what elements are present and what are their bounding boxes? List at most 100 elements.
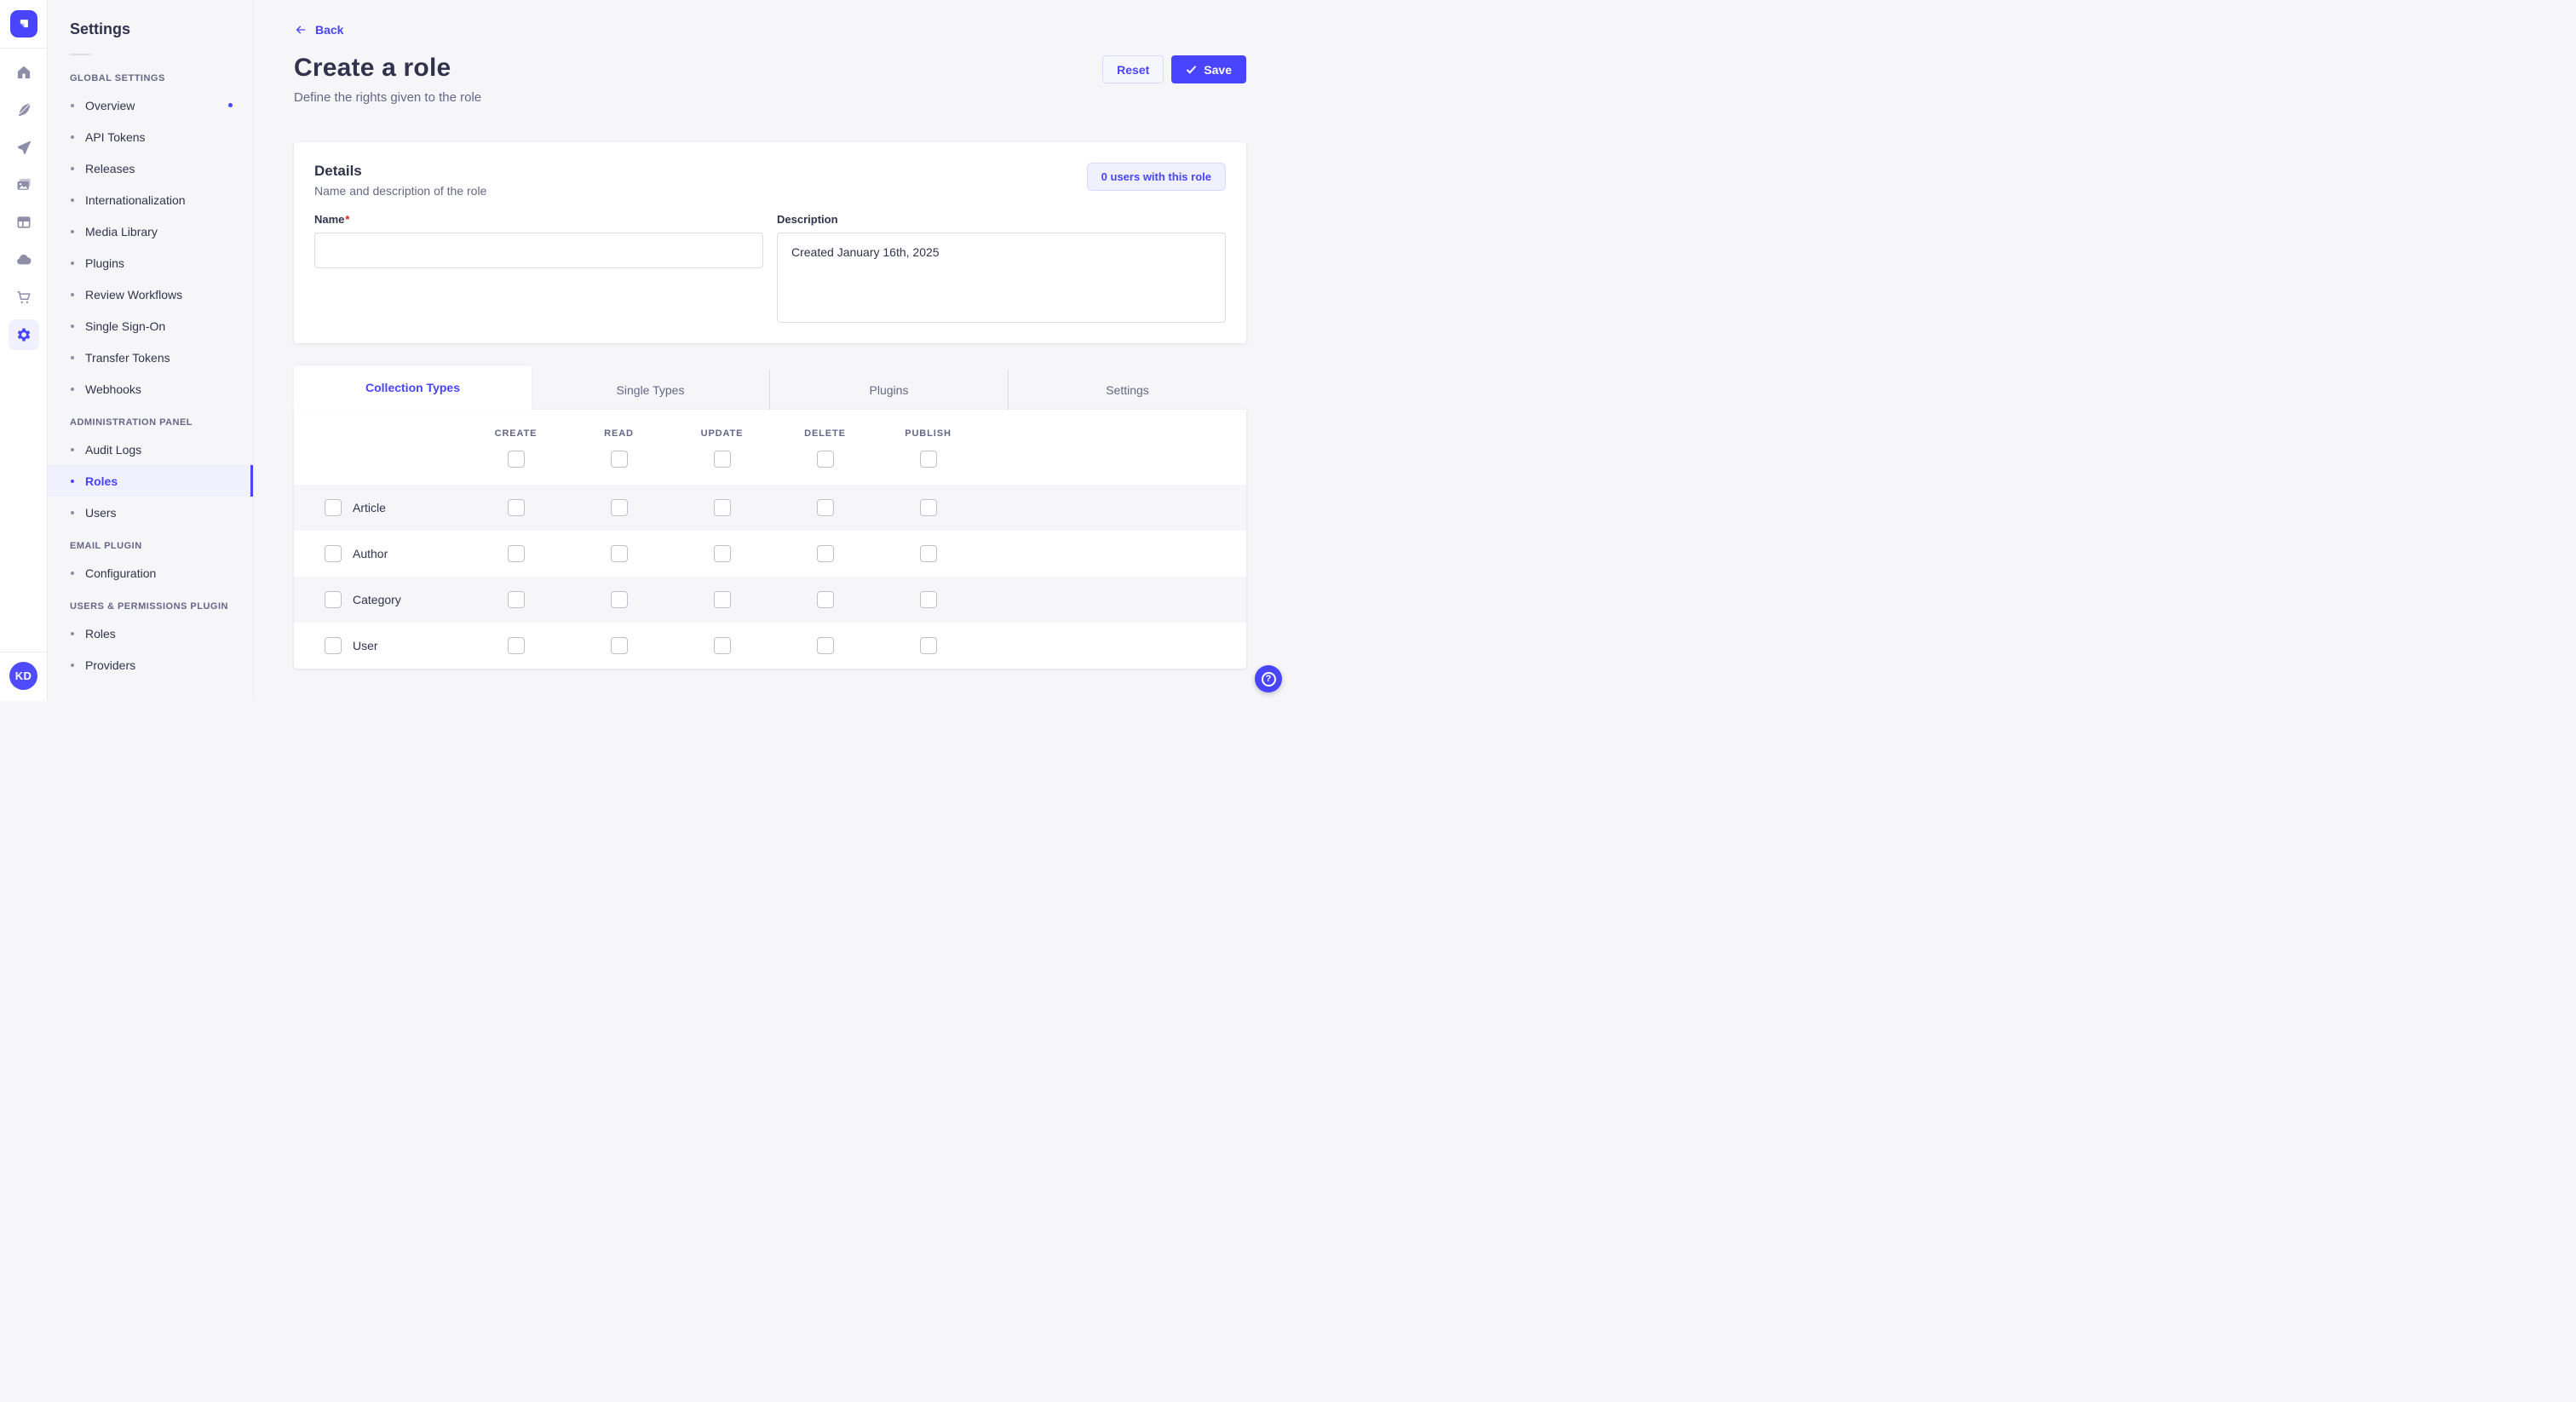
name-label: Name*: [314, 213, 350, 226]
section-label-global-settings: GLOBAL SETTINGS: [70, 73, 165, 83]
page-title: Create a role: [294, 54, 451, 82]
tab-collection-types[interactable]: Collection Types: [294, 365, 532, 410]
feather-content-icon[interactable]: [9, 95, 39, 125]
reset-button[interactable]: Reset: [1102, 55, 1164, 83]
check-icon: [1187, 66, 1197, 74]
strapi-logo[interactable]: [9, 10, 37, 37]
paper-plane-icon[interactable]: [9, 132, 39, 163]
article-create-checkbox[interactable]: [507, 499, 525, 516]
sidebar-item-label: Transfer Tokens: [85, 350, 170, 365]
back-link[interactable]: Back: [294, 23, 343, 37]
avatar[interactable]: KD: [9, 662, 37, 690]
author-publish-checkbox[interactable]: [919, 545, 937, 562]
bullet-icon: [71, 166, 74, 170]
sidebar-item-transfer-tokens[interactable]: Transfer Tokens: [48, 342, 253, 373]
back-arrow-icon: [296, 26, 306, 34]
row-select-checkbox[interactable]: [325, 637, 342, 654]
strapi-logo-icon: [20, 20, 28, 28]
author-create-checkbox[interactable]: [507, 545, 525, 562]
user-delete-checkbox[interactable]: [816, 637, 834, 654]
table-row-article: Article: [294, 485, 1246, 531]
sidebar-item-audit-logs[interactable]: Audit Logs: [48, 434, 253, 465]
sidebar-item-roles[interactable]: Roles: [48, 465, 253, 497]
row-select-checkbox[interactable]: [325, 591, 342, 608]
tab-plugins[interactable]: Plugins: [769, 370, 1008, 410]
sidebar-item-media-library[interactable]: Media Library: [48, 215, 253, 247]
category-create-checkbox[interactable]: [507, 591, 525, 608]
sidebar-item-configuration[interactable]: Configuration: [48, 557, 253, 589]
name-input[interactable]: [314, 233, 763, 268]
users-with-role-badge[interactable]: 0 users with this role: [1086, 163, 1226, 191]
row-name-cell: User: [294, 637, 464, 654]
sidebar-item-api-tokens[interactable]: API Tokens: [48, 121, 253, 152]
sidebar-item-review-workflows[interactable]: Review Workflows: [48, 279, 253, 310]
settings-gear-icon[interactable]: [8, 319, 39, 350]
row-select-checkbox[interactable]: [325, 499, 342, 516]
sidebar-item-providers[interactable]: Providers: [48, 649, 253, 681]
sidebar-item-label: Roles: [85, 626, 116, 641]
article-delete-checkbox[interactable]: [816, 499, 834, 516]
article-read-checkbox[interactable]: [610, 499, 628, 516]
user-update-checkbox[interactable]: [713, 637, 731, 654]
details-fields: Name* Description Created January 16th, …: [314, 212, 1226, 323]
permissions-table-header: CREATE READ UPDATE DELETE PUBLISH: [294, 410, 1246, 485]
page-header-titles: Create a role Define the rights given to…: [294, 54, 481, 105]
sidebar-item-releases[interactable]: Releases: [48, 152, 253, 184]
article-publish-checkbox[interactable]: [919, 499, 937, 516]
sidebar-item-label: Overview: [85, 98, 135, 112]
header-actions: Reset Save: [1102, 54, 1246, 83]
help-icon: ?: [1261, 671, 1276, 687]
table-row-user: User: [294, 623, 1246, 669]
sidebar-item-users[interactable]: Users: [48, 497, 253, 528]
cart-icon[interactable]: [9, 282, 39, 313]
back-label: Back: [315, 23, 344, 37]
row-select-checkbox[interactable]: [325, 545, 342, 562]
select-all-read-checkbox[interactable]: [610, 451, 628, 468]
details-subtitle: Name and description of the role: [314, 184, 487, 198]
article-update-checkbox[interactable]: [713, 499, 731, 516]
sidebar-divider: [70, 54, 90, 55]
media-library-icon[interactable]: [9, 170, 39, 200]
sidebar-item-single-sign-on[interactable]: Single Sign-On: [48, 310, 253, 342]
select-all-update-checkbox[interactable]: [713, 451, 731, 468]
tab-single-types[interactable]: Single Types: [616, 382, 685, 397]
category-delete-checkbox[interactable]: [816, 591, 834, 608]
category-publish-checkbox[interactable]: [919, 591, 937, 608]
row-label: Author: [353, 547, 388, 560]
select-all-create-checkbox[interactable]: [507, 451, 525, 468]
name-field-group: Name*: [314, 212, 763, 323]
save-button[interactable]: Save: [1171, 55, 1246, 83]
category-read-checkbox[interactable]: [610, 591, 628, 608]
details-titles: Details Name and description of the role: [314, 163, 486, 198]
category-update-checkbox[interactable]: [713, 591, 731, 608]
sidebar-item-internationalization[interactable]: Internationalization: [48, 184, 253, 215]
author-read-checkbox[interactable]: [610, 545, 628, 562]
select-all-publish-checkbox[interactable]: [919, 451, 937, 468]
author-delete-checkbox[interactable]: [816, 545, 834, 562]
save-label: Save: [1204, 62, 1232, 77]
sidebar-item-overview[interactable]: Overview: [48, 89, 253, 121]
user-create-checkbox[interactable]: [507, 637, 525, 654]
sidebar-item-webhooks[interactable]: Webhooks: [48, 373, 253, 405]
description-textarea[interactable]: Created January 16th, 2025: [777, 233, 1226, 323]
user-publish-checkbox[interactable]: [919, 637, 937, 654]
bullet-icon: [71, 479, 74, 483]
rail-icon-list: [8, 49, 39, 652]
tab-settings[interactable]: Settings: [1008, 370, 1246, 410]
help-button[interactable]: ?: [1255, 665, 1282, 692]
sidebar-item-label: Roles: [85, 474, 118, 488]
table-row-category: Category: [294, 577, 1246, 623]
cloud-icon[interactable]: [9, 244, 39, 275]
sidebar-item-up-roles[interactable]: Roles: [48, 618, 253, 649]
author-update-checkbox[interactable]: [713, 545, 731, 562]
sidebar-item-plugins[interactable]: Plugins: [48, 247, 253, 279]
bullet-icon: [71, 355, 74, 359]
layout-icon[interactable]: [9, 207, 39, 238]
home-icon[interactable]: [9, 57, 39, 88]
sidebar-item-label: Releases: [85, 161, 135, 175]
page-subtitle: Define the rights given to the role: [294, 90, 482, 105]
column-label-update: UPDATE: [700, 428, 744, 439]
user-read-checkbox[interactable]: [610, 637, 628, 654]
select-all-delete-checkbox[interactable]: [816, 451, 834, 468]
select-all-row: [294, 451, 1246, 468]
